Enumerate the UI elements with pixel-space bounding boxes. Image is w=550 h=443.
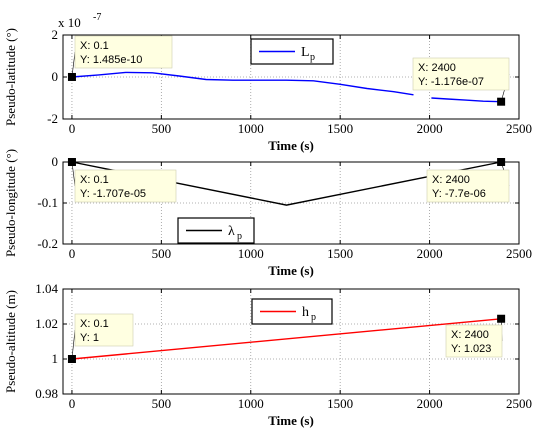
- datatip-x-text: X: 0.1: [80, 40, 109, 52]
- datatip-marker: [497, 314, 506, 323]
- datatip-box: [412, 57, 510, 91]
- x-tick-label: 1500: [327, 396, 353, 411]
- datatip-y-text: Y: -7.7e-06: [432, 188, 486, 200]
- y-axis-label: Pseudo-altitude (m): [3, 290, 18, 393]
- x-tick-label: 500: [152, 396, 172, 411]
- y-exponent-power: -7: [93, 12, 101, 23]
- datatip-x-text: X: 2400: [432, 174, 470, 186]
- datatip-box: [74, 313, 134, 347]
- datatip-box: [74, 169, 177, 203]
- legend-label: L: [301, 45, 310, 60]
- subplot-1: 0 500 1000 1500 2000 2500 2 0 -2 x 10 -7 Time (s) Ps…: [3, 12, 532, 153]
- datatip-box: [426, 169, 510, 203]
- datatip-marker: [497, 158, 506, 167]
- subplot-2: 0 500 1000 1500 2000 2500 0 -0.1 -0.2 Time (s) Pse…: [3, 149, 532, 278]
- x-tick-label: 1500: [327, 121, 353, 136]
- x-axis-label: Time (s): [268, 413, 314, 428]
- datatip-marker: [67, 158, 76, 167]
- datatip-connector: [71, 329, 76, 360]
- series-line: [431, 97, 502, 103]
- y-tick-label: 1: [52, 351, 59, 366]
- datatip-box: [74, 35, 173, 69]
- legend-subscript: p: [310, 52, 315, 63]
- x-axis-label: Time (s): [268, 138, 314, 153]
- y-tick-label: 2: [52, 27, 59, 42]
- datatip-y-text: Y: 1.023: [451, 343, 491, 355]
- x-tick-label: 2000: [417, 246, 443, 261]
- x-tick-label: 2500: [506, 396, 532, 411]
- y-axis-label: Pseudo-longitude (°): [3, 149, 18, 257]
- x-tick-label: 1000: [238, 246, 264, 261]
- subplot-3: 0 500 1000 1500 2000 2500 1.04 1.02 1 0.98 Time (s…: [3, 281, 532, 428]
- datatip-y-text: Y: -1.176e-07: [418, 76, 484, 88]
- y-tick-label: 0: [52, 154, 59, 169]
- y-tick-label: -2: [47, 111, 58, 126]
- x-tick-label: 0: [69, 121, 76, 136]
- x-tick-label: 2500: [506, 246, 532, 261]
- legend-label: h: [302, 305, 309, 320]
- x-tick-label: 500: [152, 121, 172, 136]
- series-line: [71, 71, 414, 96]
- x-tick-label: 0: [69, 396, 76, 411]
- y-tick-label: 0: [52, 69, 59, 84]
- y-tick-label: 1.02: [35, 316, 58, 331]
- series-line: [71, 318, 502, 360]
- x-axis-label: Time (s): [268, 263, 314, 278]
- datatip-y-text: Y: 1: [80, 332, 99, 344]
- x-tick-label: 2500: [506, 121, 532, 136]
- legend-label: λ: [228, 224, 235, 239]
- x-tick-label: 2000: [417, 121, 443, 136]
- datatip-x-text: X: 0.1: [80, 318, 109, 330]
- x-tick-label: 1000: [238, 396, 264, 411]
- axes-frame: [62, 34, 520, 120]
- legend-subscript: p: [311, 312, 316, 323]
- x-tick-label: 2000: [417, 396, 443, 411]
- legend-subscript: p: [237, 231, 242, 242]
- x-tick-label: 1000: [238, 121, 264, 136]
- datatip-connector: [71, 51, 76, 78]
- y-axis-label: Pseudo-latitude (°): [3, 28, 18, 126]
- datatip-box: [445, 324, 503, 358]
- y-tick-label: 1.04: [35, 281, 58, 296]
- axes-frame: [62, 288, 520, 395]
- y-tick-label: -0.1: [37, 195, 58, 210]
- datatip-marker: [67, 72, 76, 81]
- datatip-marker: [497, 97, 506, 106]
- datatip-x-text: X: 2400: [418, 62, 456, 74]
- datatip-y-text: Y: -1.707e-05: [80, 188, 146, 200]
- datatip-x-text: X: 2400: [451, 329, 489, 341]
- y-tick-label: -0.2: [37, 236, 58, 251]
- x-tick-label: 500: [152, 246, 172, 261]
- y-tick-label: 0.98: [35, 386, 58, 401]
- x-tick-label: 0: [69, 246, 76, 261]
- axes-frame: [62, 161, 520, 245]
- datatip-x-text: X: 0.1: [80, 174, 109, 186]
- datatip-marker: [67, 355, 76, 363]
- x-tick-label: 1500: [327, 246, 353, 261]
- datatip-y-text: Y: 1.485e-10: [80, 54, 142, 66]
- y-exponent-label: x 10: [58, 15, 81, 30]
